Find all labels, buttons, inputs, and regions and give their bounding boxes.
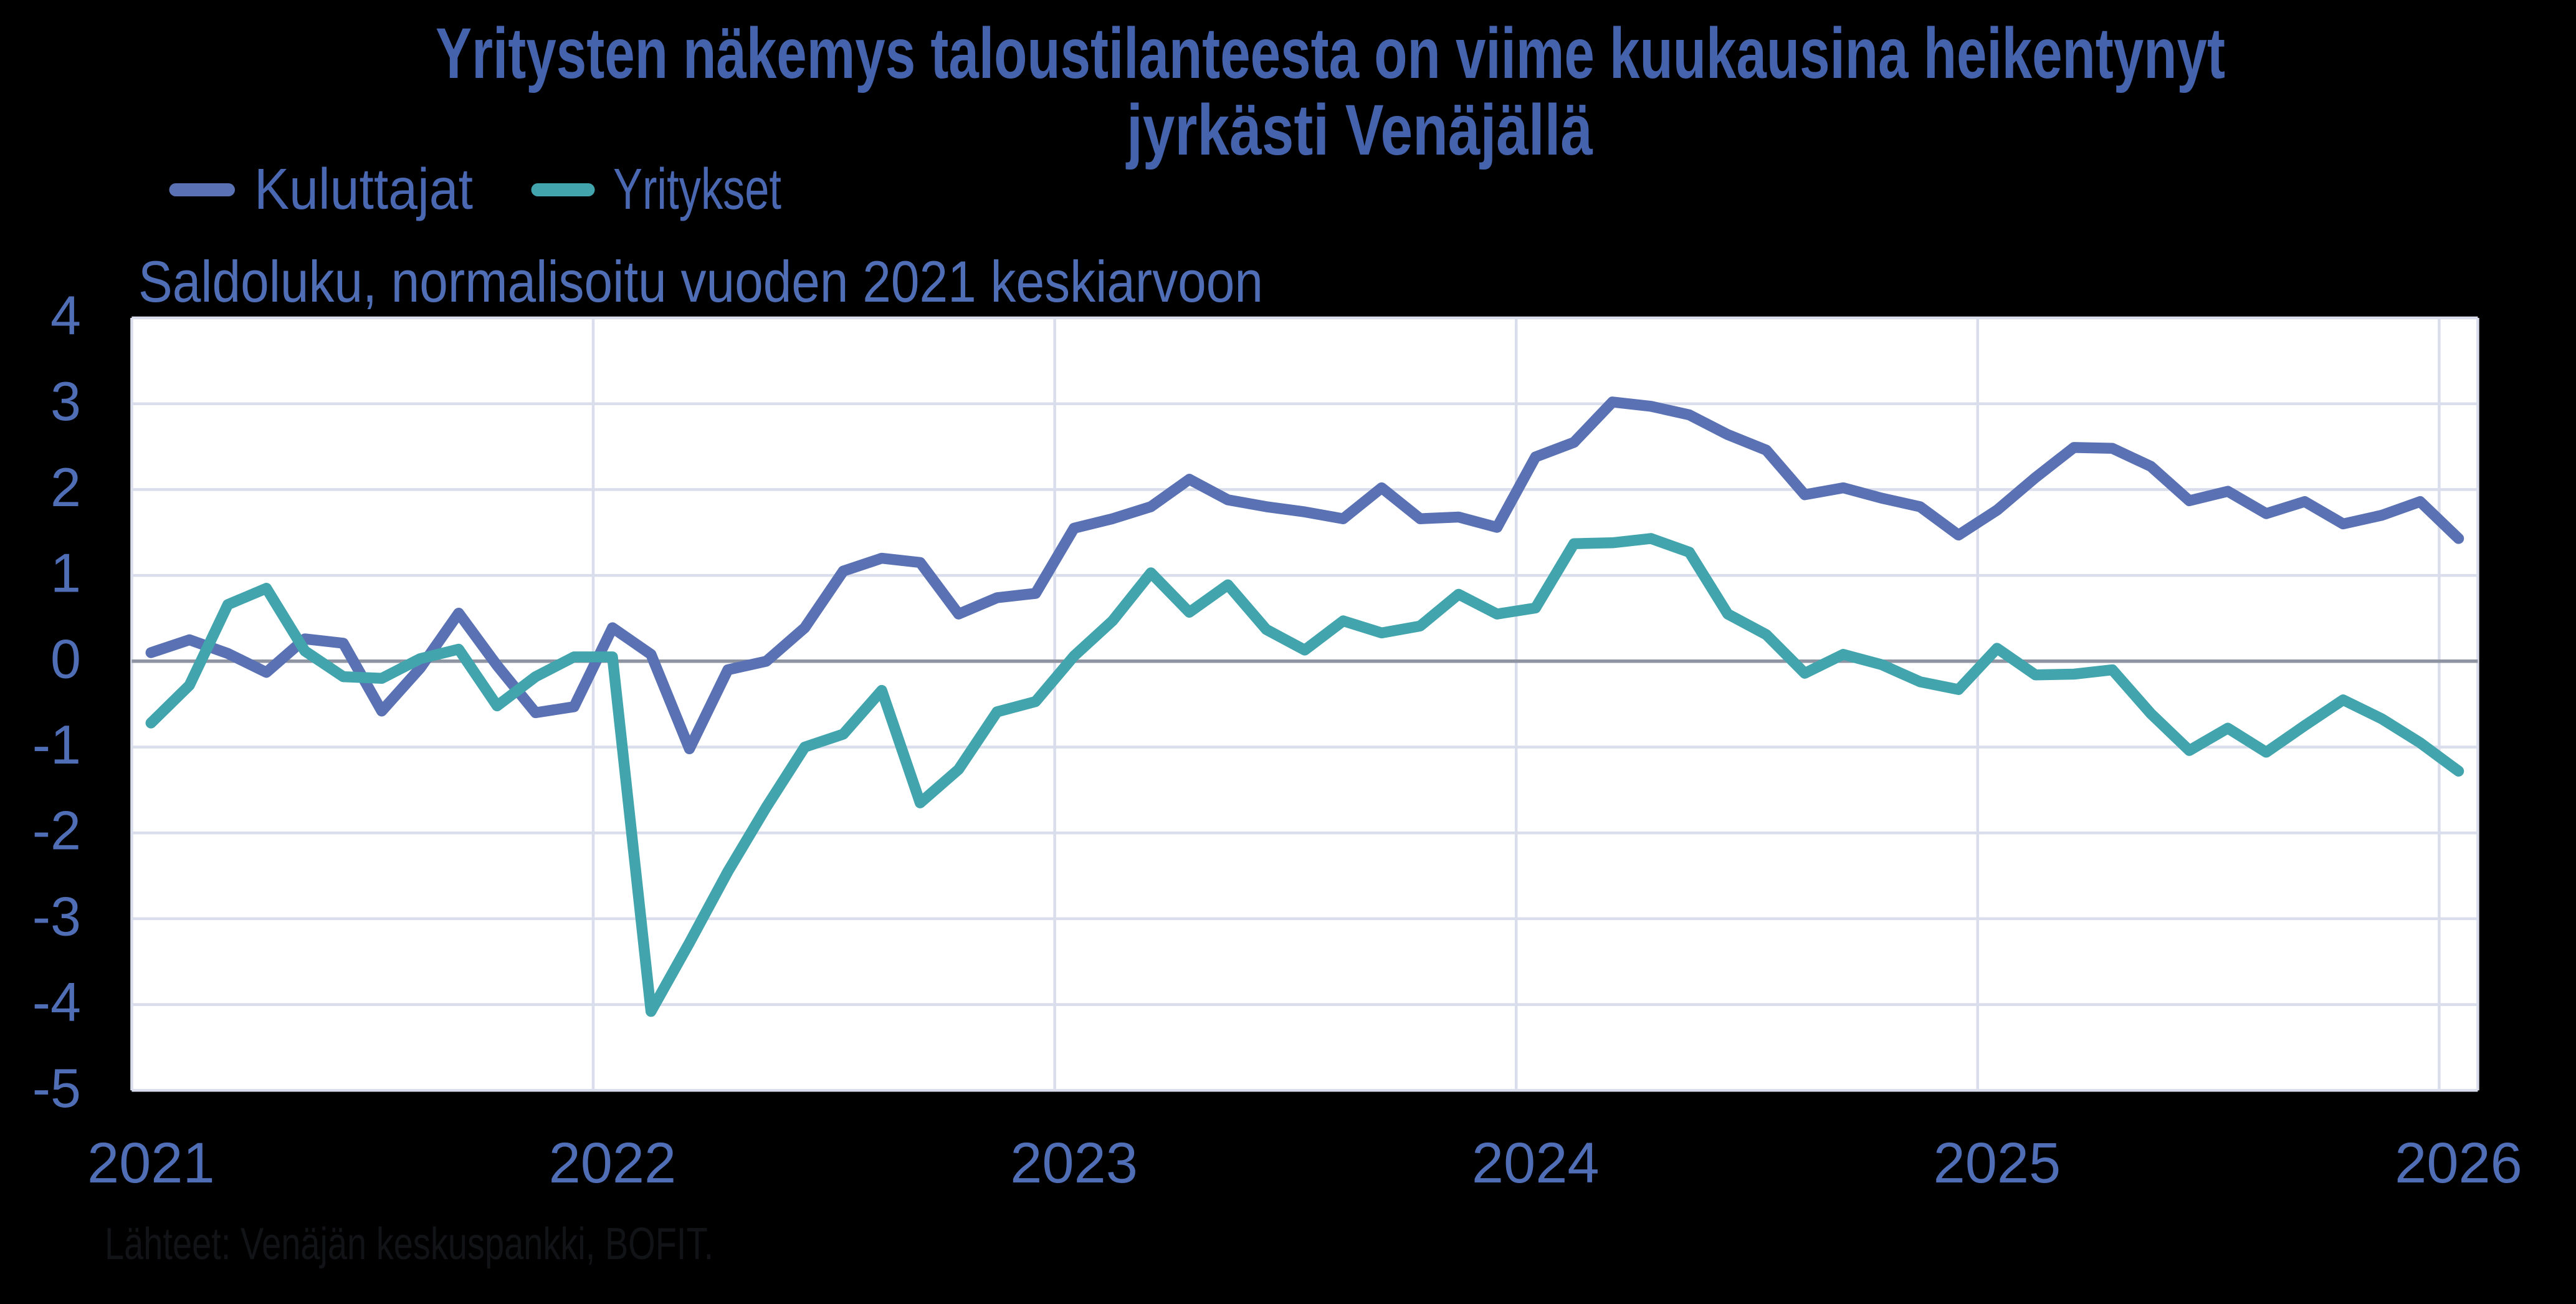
svg-text:jyrkästi Venäjällä: jyrkästi Venäjällä	[1125, 90, 1593, 170]
svg-text:2: 2	[50, 456, 81, 518]
svg-text:1: 1	[50, 542, 81, 604]
svg-text:Yritysten näkemys taloustilant: Yritysten näkemys taloustilanteesta on v…	[436, 14, 2225, 93]
svg-text:0: 0	[50, 628, 81, 689]
svg-text:-4: -4	[32, 971, 81, 1033]
svg-text:4: 4	[50, 285, 81, 347]
svg-text:Kuluttajat: Kuluttajat	[254, 156, 473, 221]
svg-text:-3: -3	[32, 885, 81, 947]
svg-text:2021: 2021	[87, 1131, 215, 1195]
svg-text:3: 3	[50, 370, 81, 432]
svg-text:-1: -1	[32, 714, 81, 775]
svg-text:-2: -2	[32, 800, 81, 861]
svg-text:Lähteet: Venäjän keskuspankki,: Lähteet: Venäjän keskuspankki, BOFIT.	[105, 1219, 713, 1269]
svg-text:Saldoluku, normalisoitu vuoden: Saldoluku, normalisoitu vuoden 2021 kesk…	[138, 249, 1263, 314]
svg-text:Yritykset: Yritykset	[613, 156, 781, 221]
svg-text:2025: 2025	[1934, 1131, 2061, 1195]
svg-text:2023: 2023	[1010, 1131, 1138, 1195]
svg-text:2024: 2024	[1472, 1131, 1600, 1195]
svg-text:2026: 2026	[2395, 1131, 2522, 1195]
svg-text:2022: 2022	[549, 1131, 677, 1195]
svg-text:-5: -5	[32, 1057, 81, 1119]
